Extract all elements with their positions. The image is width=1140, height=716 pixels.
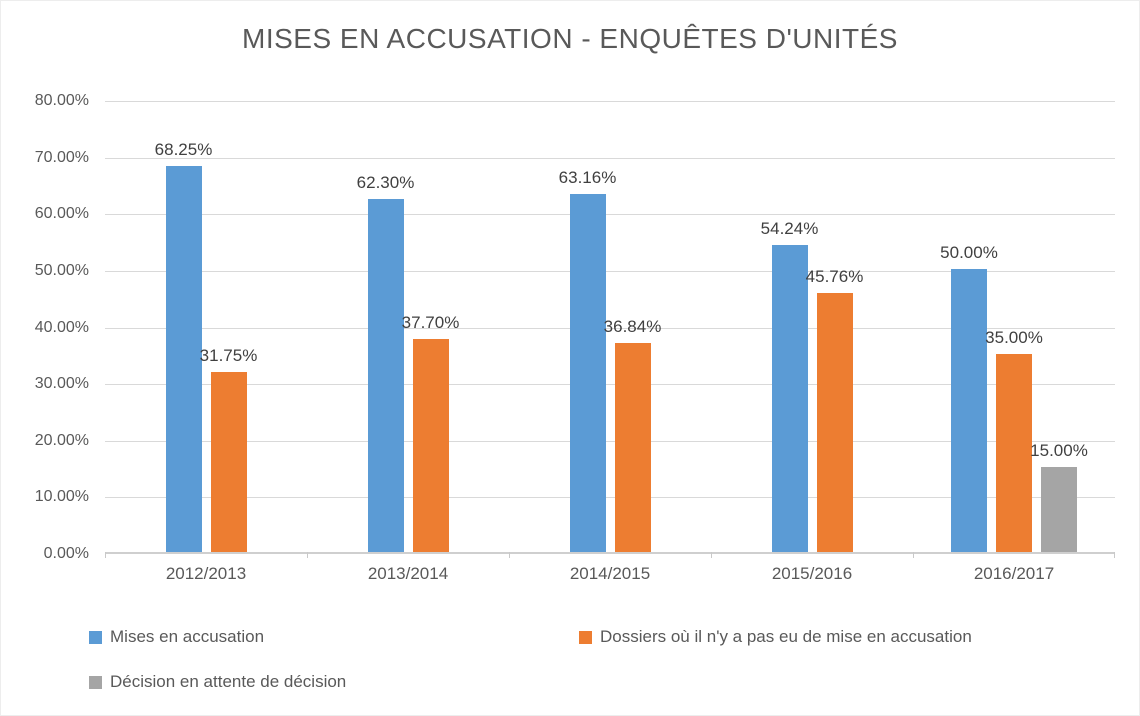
gridline [105, 101, 1115, 102]
gridline [105, 157, 1115, 159]
bar: 15.00% [1030, 441, 1088, 552]
bar: 45.76% [806, 267, 863, 552]
x-axis-labels: 2012/2013 2013/2014 2014/2015 2015/2016 2016… [1, 564, 1139, 588]
x-axis-tick [1114, 552, 1115, 558]
bar-value-label: 35.00% [985, 327, 1043, 347]
bar-value-label: 62.30% [356, 173, 415, 193]
bar: 35.00% [985, 328, 1043, 552]
gridline [105, 384, 1115, 386]
category-group: 63.16% 36.84% [509, 101, 711, 552]
gridline [105, 327, 1115, 329]
legend-label: Dossiers où il n'y a pas eu de mise en a… [600, 627, 972, 646]
x-axis-category-label: 2013/2014 [367, 564, 449, 583]
legend-item: Dossiers où il n'y a pas eu de mise en a… [579, 627, 972, 647]
bar-value-label: 63.16% [558, 168, 617, 188]
bar: 62.30% [357, 173, 414, 552]
legend-item: Mises en accusation [89, 627, 264, 647]
bar-value-label: 37.70% [401, 312, 460, 332]
x-axis-tick [307, 552, 308, 558]
y-axis-tick-label: 70.00% [34, 148, 89, 166]
bar-value-label: 31.75% [199, 346, 258, 366]
category-group: 68.25% 31.75% [105, 101, 307, 552]
legend-swatch [579, 630, 592, 644]
legend-item: Décision en attente de décision [89, 672, 346, 692]
legend-swatch [89, 675, 102, 689]
legend-label: Mises en accusation [110, 627, 265, 646]
x-axis-category-label: 2014/2015 [569, 564, 651, 583]
bar-value-label: 36.84% [603, 317, 662, 337]
x-axis-category-label: 2015/2016 [771, 564, 853, 583]
gridline [105, 214, 1115, 216]
y-axis-labels: 0.00% 10.00% 20.00% 30.00% 40.00% 50.00% 60.00… [1, 92, 97, 562]
bar-value-label: 15.00% [1030, 441, 1088, 461]
bar-value-label: 68.25% [154, 139, 213, 159]
bar: 31.75% [200, 346, 257, 552]
y-axis-tick-label: 20.00% [34, 431, 89, 449]
y-axis-tick-label: 30.00% [34, 375, 89, 393]
chart-title: MISES EN ACCUSATION - ENQUÊTES D'UNITÉS [242, 23, 898, 54]
gridline [105, 440, 1115, 442]
bar-value-label: 54.24% [760, 218, 819, 238]
x-axis-category-label: 2012/2013 [165, 564, 247, 583]
x-axis-category-label: 2016/2017 [973, 564, 1055, 583]
gridline [105, 270, 1115, 272]
bar: 50.00% [940, 243, 998, 552]
y-axis-tick-label: 40.00% [34, 318, 89, 336]
category-group: 54.24% 45.76% [711, 101, 913, 552]
x-axis-tick [509, 552, 510, 558]
x-axis-tick [913, 552, 914, 558]
category-group: 50.00% 35.00% 15.00% [913, 101, 1115, 552]
bar: 63.16% [559, 168, 616, 552]
y-axis-tick-label: 50.00% [34, 261, 89, 279]
y-axis-tick-label: 60.00% [34, 205, 89, 223]
legend-swatch [89, 630, 102, 644]
gridline [105, 497, 1115, 499]
plot-area: 68.25% 31.75% 62.30% 37.70% 63.16% 36.84% 54.2… [105, 101, 1115, 558]
x-axis-tick [105, 552, 106, 558]
bar-value-label: 50.00% [940, 242, 998, 262]
bar: 68.25% [155, 140, 212, 552]
x-axis-tick [711, 552, 712, 558]
y-axis-tick-label: 80.00% [34, 92, 89, 109]
bar: 36.84% [604, 317, 661, 552]
bar: 37.70% [402, 313, 459, 552]
y-axis-tick-label: 10.00% [34, 488, 89, 506]
legend-label: Décision en attente de décision [110, 672, 347, 691]
category-group: 62.30% 37.70% [307, 101, 509, 552]
bar-value-label: 45.76% [805, 266, 864, 286]
y-axis-tick-label: 0.00% [43, 545, 89, 562]
bar: 54.24% [761, 219, 818, 552]
